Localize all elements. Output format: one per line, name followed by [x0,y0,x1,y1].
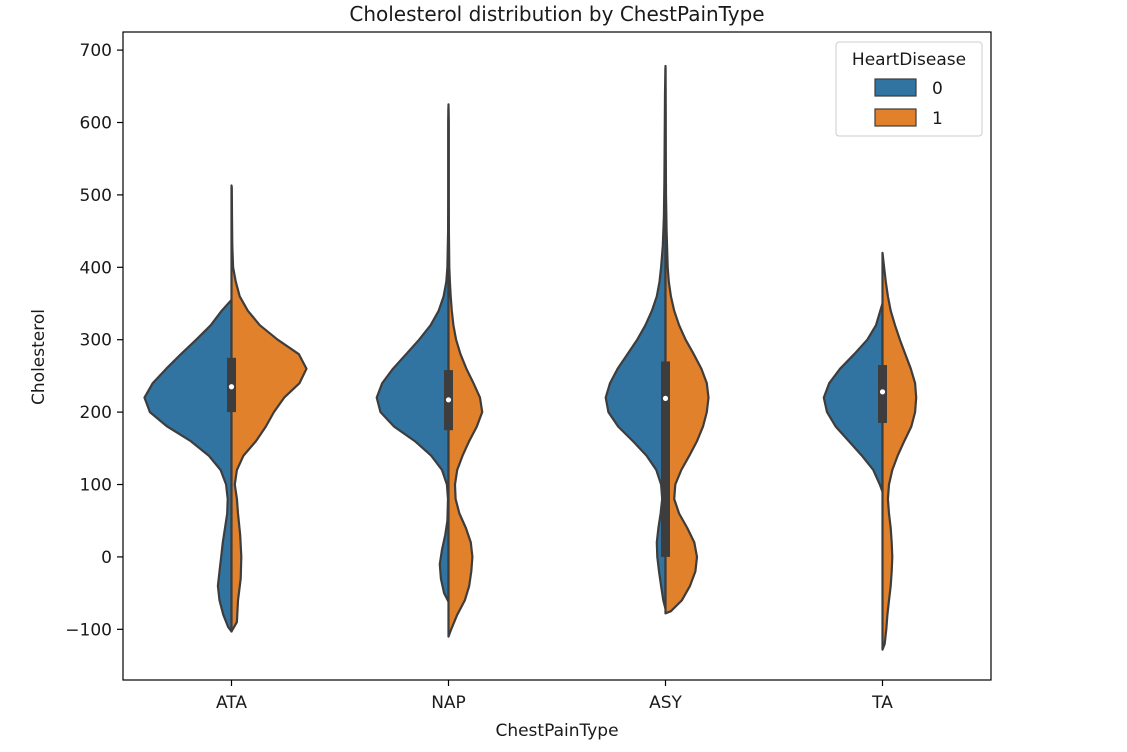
violin-half-1 [230,184,308,633]
x-tick-label: TA [871,693,893,713]
violin-half-0 [375,103,450,603]
violin-half-1 [881,251,918,651]
x-tick-label: NAP [431,693,466,713]
violin-median [445,397,452,403]
violin-half-0 [604,64,667,611]
violin-half-1 [447,106,484,638]
violin-ta [822,251,918,651]
y-axis-label: Cholesterol [29,309,49,405]
violin-box [661,361,670,557]
violin-half-1 [664,67,710,615]
violin-ata [143,184,308,633]
legend-label-1: 1 [932,109,943,129]
legend-title: HeartDisease [852,50,966,70]
legend-swatch-1 [874,108,917,127]
y-tick-label: 200 [80,403,112,423]
y-tick-label: 600 [80,114,112,134]
y-tick-label: 300 [80,331,112,351]
violin-asy [604,64,710,615]
chart-title: Cholesterol distribution by ChestPainTyp… [349,2,764,26]
y-tick-label: 500 [80,186,112,206]
violin-nap [375,103,484,638]
legend-label-0: 0 [932,79,943,99]
x-tick-label: ATA [216,693,247,713]
violin-median [879,389,886,395]
legend-swatch-0 [874,78,917,97]
y-tick-label: 400 [80,258,112,278]
y-tick-label: 0 [101,548,112,568]
y-tick-label: −100 [65,620,112,640]
x-tick-label: ASY [649,693,682,713]
violin-half-0 [822,302,884,493]
violins-layer [143,64,918,651]
y-tick-label: 700 [80,41,112,61]
y-axis: −100 0 100 200 300 400 500 600 700 [65,41,123,640]
violin-median [228,384,235,390]
y-tick-label: 100 [80,476,112,496]
x-axis: ATA NAP ASY TA [216,680,893,713]
violin-median [662,395,669,401]
violin-half-0 [143,298,233,633]
plot-frame [122,31,992,681]
x-axis-label: ChestPainType [495,721,618,741]
legend: HeartDisease 0 1 [835,41,983,137]
